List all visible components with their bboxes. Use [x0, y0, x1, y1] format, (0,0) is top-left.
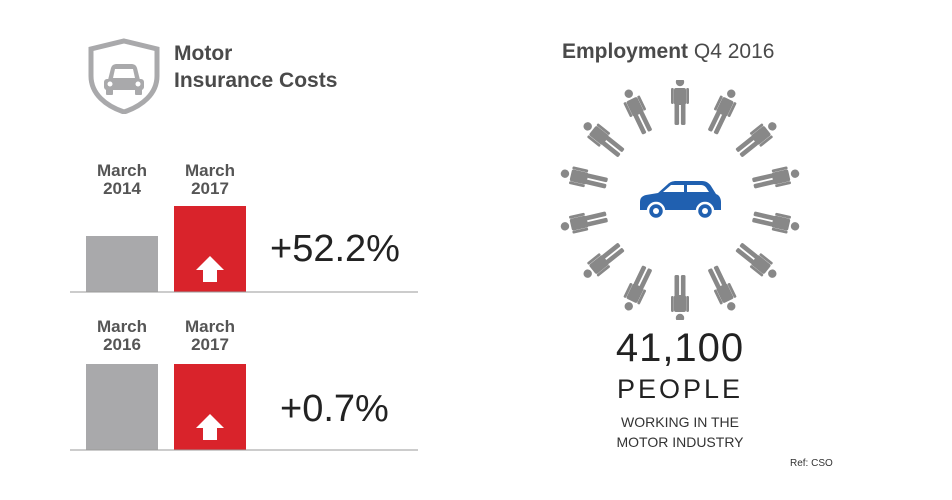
person-icon [708, 89, 737, 135]
person-icon [752, 211, 800, 234]
change-label: +52.2% [270, 228, 400, 270]
person-icon [623, 265, 652, 311]
employment-unit: PEOPLE [616, 374, 744, 404]
person-icon [735, 243, 777, 278]
person-icon [671, 80, 689, 125]
employment-count: 41,100 [615, 326, 745, 370]
bar-category-label: March 2016 [97, 317, 147, 354]
source-reference: Ref: CSO [790, 458, 833, 469]
up-arrow-icon [196, 256, 224, 282]
person-icon [583, 243, 625, 278]
insurance-chart-2-svg: March 2016 March 2017 [70, 317, 418, 451]
employment-title-bold: Employment [562, 40, 689, 63]
person-icon [735, 122, 777, 157]
bar [86, 364, 158, 450]
person-icon [623, 89, 652, 135]
person-icon [671, 275, 689, 320]
insurance-title: Motor Insurance Costs [174, 40, 337, 94]
change-label: +0.7% [280, 388, 389, 430]
person-icon [752, 166, 800, 189]
employment-description-line2: MOTOR INDUSTRY [616, 434, 744, 450]
up-arrow-icon [196, 414, 224, 440]
person-icon [560, 211, 608, 234]
car-shield-icon [88, 38, 160, 114]
insurance-chart-1: March 2014 March 2017 +52.2% [70, 152, 418, 293]
employment-title-period: Q4 2016 [693, 40, 775, 63]
bar [86, 236, 158, 292]
person-icon [708, 265, 737, 311]
bar-category-label: March 2017 [185, 317, 235, 354]
car-icon [640, 181, 721, 221]
person-icon [583, 122, 625, 157]
insurance-chart-1-svg: March 2014 March 2017 [70, 161, 418, 293]
insurance-chart-2: March 2016 March 2017 +0.7% [70, 310, 418, 451]
bar-category-label: March 2017 [185, 161, 235, 198]
bar-category-label: March 2014 [97, 161, 147, 198]
employment-description-line1: WORKING IN THE [621, 414, 739, 430]
employment-people-ring [560, 80, 800, 320]
insurance-title-line1: Motor [174, 42, 233, 65]
person-icon [560, 166, 608, 189]
insurance-title-line2: Insurance Costs [174, 69, 338, 92]
employment-title: Employment Q4 2016 [562, 40, 774, 64]
employment-description: WORKING IN THE MOTOR INDUSTRY [560, 412, 800, 452]
